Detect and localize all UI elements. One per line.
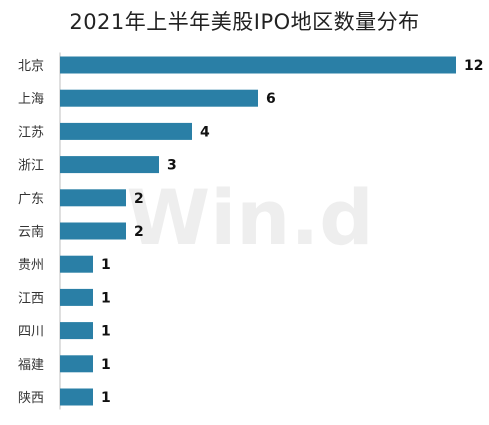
value-labels: 12 6 4 3 2 2 1 1 1 1 1 xyxy=(101,58,483,406)
bar-7 xyxy=(60,288,93,306)
category-label-8: 四川 xyxy=(18,325,44,340)
category-label-6: 贵州 xyxy=(18,258,44,273)
category-label-10: 陕西 xyxy=(18,391,44,406)
bar-6 xyxy=(60,255,93,273)
category-label-0: 北京 xyxy=(18,59,44,74)
bar-9 xyxy=(60,355,93,373)
value-label-7: 1 xyxy=(101,290,111,306)
value-label-9: 1 xyxy=(101,357,111,373)
category-label-4: 广东 xyxy=(18,192,44,207)
bar-3 xyxy=(60,156,159,174)
category-label-5: 云南 xyxy=(18,224,44,240)
bar-8 xyxy=(60,322,93,340)
bar-10 xyxy=(60,388,93,406)
category-label-1: 上海 xyxy=(18,92,44,107)
value-label-1: 6 xyxy=(266,91,276,107)
bar-1 xyxy=(60,89,258,107)
watermark: Win.d xyxy=(126,173,373,262)
bar-4 xyxy=(60,189,126,207)
bars xyxy=(60,56,456,406)
bar-0 xyxy=(60,56,456,74)
bar-5 xyxy=(60,222,126,240)
category-label-9: 福建 xyxy=(18,358,44,373)
category-label-2: 江苏 xyxy=(18,124,44,140)
value-label-2: 4 xyxy=(200,124,210,140)
value-label-5: 2 xyxy=(134,224,144,240)
value-label-4: 2 xyxy=(134,191,144,207)
value-label-10: 1 xyxy=(101,390,111,406)
value-label-0: 12 xyxy=(464,58,483,74)
chart-title: 2021年上半年美股IPO地区数量分布 xyxy=(69,10,420,34)
category-label-7: 江西 xyxy=(18,291,44,306)
category-label-3: 浙江 xyxy=(18,159,44,174)
value-label-8: 1 xyxy=(101,324,111,340)
value-label-6: 1 xyxy=(101,257,111,273)
value-label-3: 3 xyxy=(167,158,177,174)
bar-2 xyxy=(60,122,192,140)
